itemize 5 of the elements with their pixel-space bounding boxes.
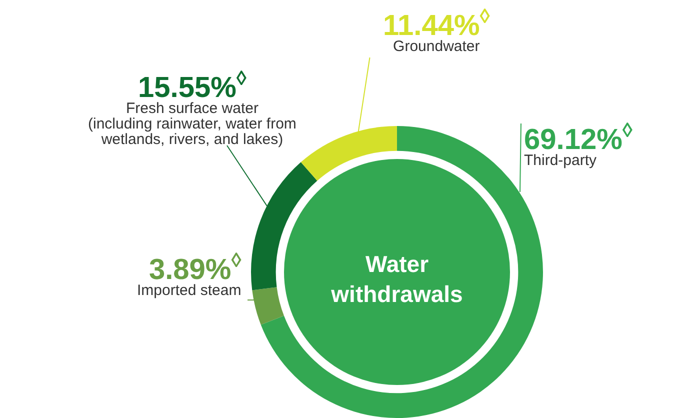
text: Water withdrawals [330,251,463,307]
slice-label: Groundwater [393,38,480,55]
slice-label: Imported steam [137,282,242,299]
slice-label: Fresh surface water (including rainwater, water from wetlands, rivers, and lakes) [88,100,296,148]
slice-label: Third-party [524,152,598,169]
